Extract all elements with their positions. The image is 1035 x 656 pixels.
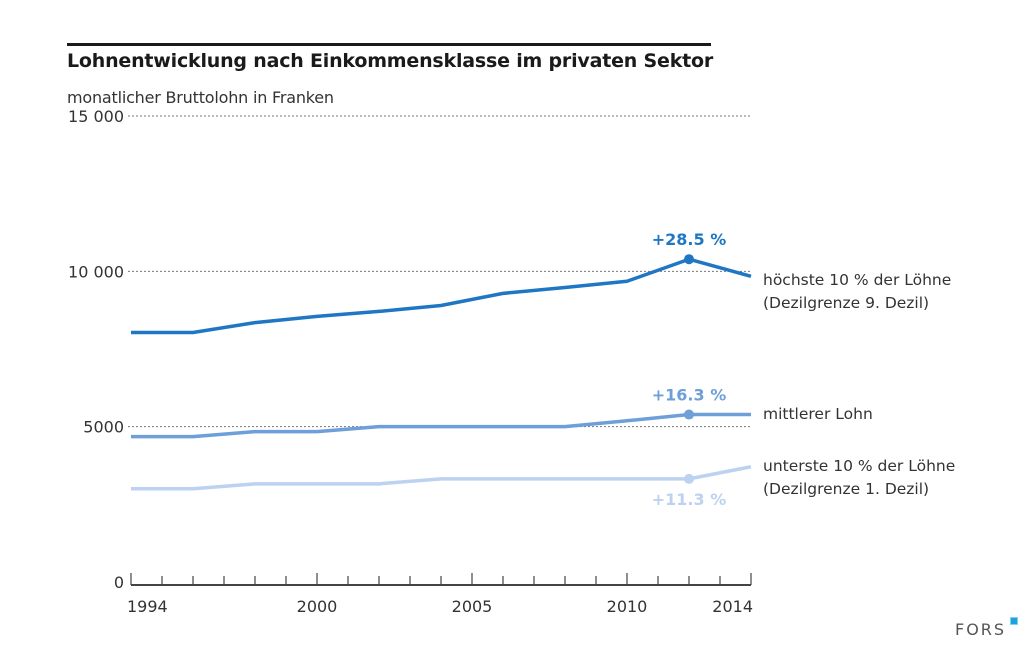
- series-line: [131, 412, 751, 439]
- x-tick-label: 2000: [297, 597, 338, 616]
- annotation-marker: [684, 409, 694, 420]
- y-tick-label: 5000: [83, 418, 124, 437]
- series-label-line2: (Dezilgrenze 1. Dezil): [763, 480, 929, 498]
- series-line: [131, 257, 752, 335]
- chart-title: Lohnentwicklung nach Einkommensklasse im…: [67, 50, 714, 72]
- series-line: [131, 465, 752, 491]
- series-labels: +28.5 % höchste 10 % der Löhne (Dezilgrenz…: [652, 230, 956, 509]
- y-tick-label: 15 000: [68, 107, 124, 126]
- x-axis: 1994 2000 2005 2010 2014: [127, 573, 753, 616]
- title-rule: [67, 43, 711, 46]
- series-label-line2: (Dezilgrenze 9. Dezil): [763, 294, 929, 312]
- series-label: unterste 10 % der Löhne: [763, 457, 955, 475]
- fors-logo: FORS: [955, 620, 1007, 639]
- growth-annotation: +16.3 %: [652, 386, 726, 405]
- annotation-marker: [684, 473, 694, 484]
- x-tick-label: 2010: [607, 597, 648, 616]
- y-tick-label: 0: [114, 573, 124, 592]
- fors-logo-mark: [1010, 617, 1018, 625]
- y-axis-label: monatlicher Bruttolohn in Franken: [67, 88, 334, 107]
- series-label: höchste 10 % der Löhne: [763, 271, 951, 289]
- series-lines: [131, 254, 752, 491]
- annotation-marker: [684, 254, 694, 265]
- growth-annotation: +11.3 %: [652, 490, 726, 509]
- y-tick-labels: 0 5000 10 000 15 000: [68, 107, 124, 592]
- series-label: mittlerer Lohn: [763, 405, 873, 423]
- x-tick-label: 2005: [452, 597, 493, 616]
- x-tick-label: 1994: [127, 597, 168, 616]
- growth-annotation: +28.5 %: [652, 230, 726, 249]
- y-tick-label: 10 000: [68, 262, 124, 281]
- x-tick-label: 2014: [712, 597, 753, 616]
